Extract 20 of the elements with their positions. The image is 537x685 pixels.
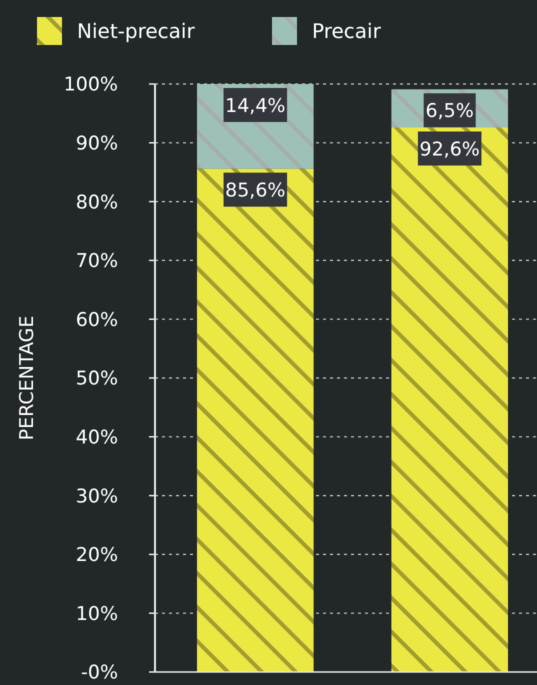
- y-tick-label: 40%: [76, 426, 118, 448]
- legend-label: Niet-precair: [77, 19, 196, 44]
- data-label: 14,4%: [225, 94, 286, 117]
- bar: [391, 128, 508, 672]
- y-tick-label: 90%: [76, 132, 118, 154]
- bar: [196, 168, 314, 672]
- y-tick-label: 50%: [76, 368, 118, 390]
- y-tick-label: 80%: [76, 191, 118, 214]
- y-tick-label: 70%: [76, 250, 118, 272]
- y-axis-title: PERCENTAGE: [16, 316, 38, 440]
- y-tick-label: 20%: [76, 544, 118, 566]
- data-label: 6,5%: [426, 100, 474, 122]
- legend-label: Precair: [312, 19, 382, 44]
- y-tick-label: 30%: [76, 485, 118, 508]
- data-label: 92,6%: [420, 138, 480, 160]
- y-tick-label: -0%: [81, 662, 118, 684]
- y-tick-label: 60%: [76, 308, 118, 331]
- y-tick-label: 100%: [64, 74, 118, 96]
- data-label: 85,6%: [225, 180, 286, 202]
- y-tick-label: 10%: [76, 602, 118, 625]
